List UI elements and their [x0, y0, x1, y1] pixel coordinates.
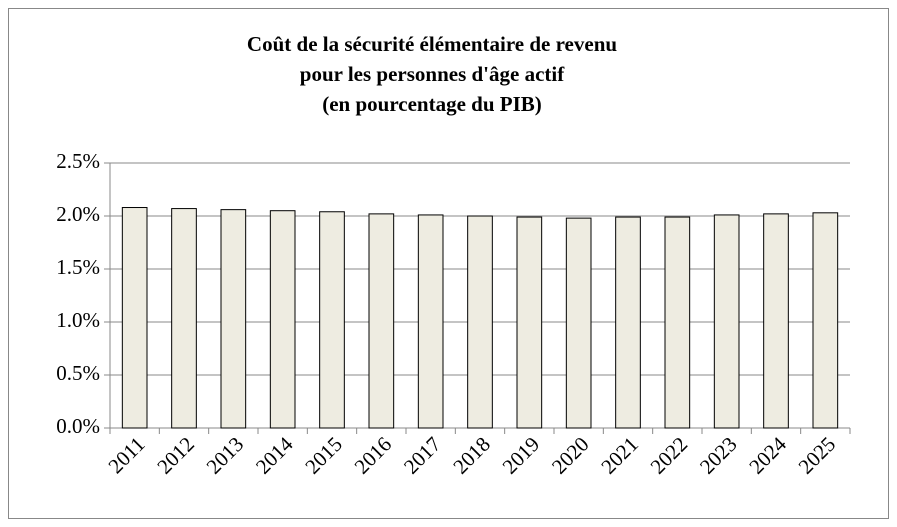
- y-tick-label: 2.0%: [56, 202, 100, 226]
- bar: [713, 214, 740, 429]
- bar: [615, 216, 641, 429]
- chart-title: pour les personnes d'âge actif: [300, 62, 565, 86]
- bar: [171, 208, 197, 429]
- bar: [664, 216, 691, 429]
- bar: [220, 209, 247, 429]
- bar: [812, 212, 839, 429]
- chart-border: [8, 8, 889, 519]
- bar: [121, 207, 148, 429]
- y-tick-label: 0.5%: [56, 361, 100, 385]
- chart-title: (en pourcentage du PIB): [322, 92, 542, 116]
- bar: [368, 213, 395, 429]
- chart-title: Coût de la sécurité élémentaire de reven…: [247, 32, 617, 56]
- y-tick-label: 2.5%: [56, 149, 100, 173]
- bar: [565, 217, 592, 429]
- y-tick-label: 1.0%: [56, 308, 100, 332]
- bar: [417, 214, 444, 429]
- y-tick-label: 0.0%: [56, 414, 100, 438]
- bar: [319, 211, 345, 429]
- bar: [763, 213, 789, 429]
- y-tick-label: 1.5%: [56, 255, 100, 279]
- bar: [269, 210, 296, 429]
- bar: [516, 216, 543, 429]
- bar: [467, 215, 493, 429]
